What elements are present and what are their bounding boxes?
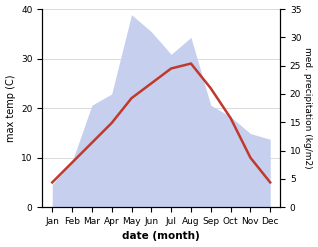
X-axis label: date (month): date (month): [122, 231, 200, 242]
Y-axis label: med. precipitation (kg/m2): med. precipitation (kg/m2): [303, 47, 313, 169]
Y-axis label: max temp (C): max temp (C): [5, 74, 16, 142]
